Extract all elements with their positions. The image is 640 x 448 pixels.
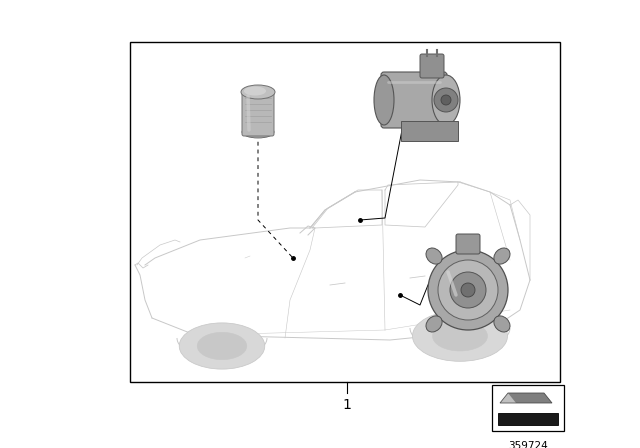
Bar [130,42,560,382]
Ellipse shape [413,311,508,361]
Polygon shape [500,393,552,403]
FancyBboxPatch shape [420,54,444,78]
Circle shape [441,95,451,105]
Circle shape [428,250,508,330]
FancyBboxPatch shape [456,234,480,254]
Circle shape [434,88,458,112]
Text: 1: 1 [342,398,351,412]
Circle shape [461,283,475,297]
Ellipse shape [244,86,266,95]
Bar [498,413,558,425]
Ellipse shape [494,248,510,264]
Ellipse shape [197,332,247,360]
Ellipse shape [426,316,442,332]
FancyBboxPatch shape [381,72,447,128]
Polygon shape [508,393,552,403]
Ellipse shape [241,85,275,99]
Circle shape [438,260,498,320]
Text: 359724: 359724 [508,441,548,448]
Bar [492,385,564,431]
Ellipse shape [432,75,460,125]
Ellipse shape [433,321,488,351]
Ellipse shape [494,316,510,332]
Ellipse shape [426,248,442,264]
Ellipse shape [179,323,265,369]
Ellipse shape [374,75,394,125]
FancyBboxPatch shape [242,90,274,136]
Ellipse shape [242,126,274,138]
FancyBboxPatch shape [401,121,458,141]
Circle shape [450,272,486,308]
